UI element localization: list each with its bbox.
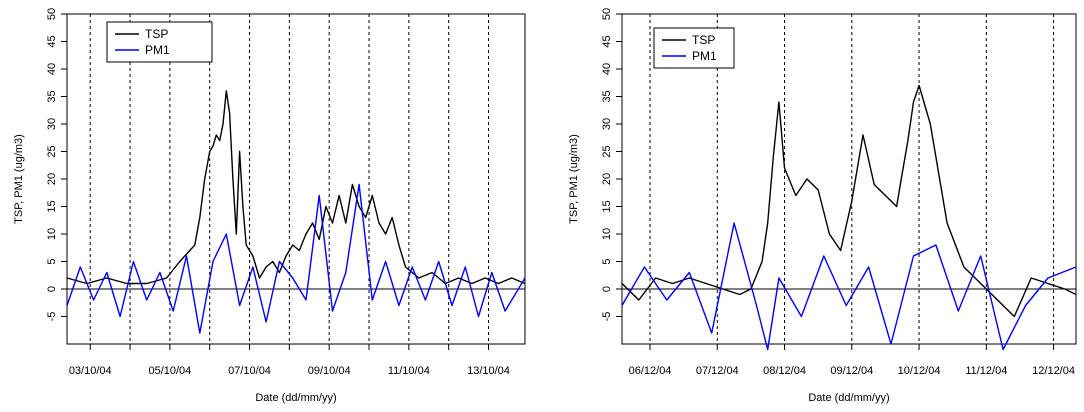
y-tick-label: 40: [601, 63, 613, 75]
legend-label: TSP: [145, 27, 168, 41]
y-tick-label: 30: [601, 118, 613, 130]
x-tick-label: 09/12/04: [830, 365, 873, 377]
x-tick-label: 10/12/04: [898, 365, 941, 377]
x-tick-label: 07/10/04: [228, 365, 271, 377]
y-tick-label: -5: [46, 312, 58, 322]
y-tick-label: 5: [46, 258, 58, 264]
legend-label: PM1: [692, 49, 717, 63]
y-tick-label: 50: [601, 8, 613, 20]
y-tick-label: 20: [46, 173, 58, 185]
series-line-tsp: [66, 90, 526, 285]
x-tick-label: 11/12/04: [965, 365, 1007, 377]
y-tick-label: 0: [46, 286, 58, 292]
y-tick-label: 35: [601, 90, 613, 102]
x-axis-title: Date (dd/mm/yy): [255, 392, 336, 404]
x-tick-label: 12/12/04: [1032, 365, 1075, 377]
legend-label: PM1: [145, 43, 170, 57]
y-tick-label: 50: [46, 8, 58, 20]
y-tick-label: 45: [46, 35, 58, 47]
legend-box: [106, 21, 213, 63]
x-tick-label: 11/10/04: [388, 365, 430, 377]
chart-panel-left: 03/10/04 05/10/04 07/10/04 09/10/04 11/10/04…: [13, 8, 526, 404]
y-tick-label: 25: [601, 145, 613, 157]
y-tick-label: 20: [601, 173, 613, 185]
y-tick-label: 0: [601, 286, 613, 292]
x-tick-label: 13/10/04: [467, 365, 510, 377]
x-tick-label: 03/10/04: [69, 365, 112, 377]
y-tick-label: 10: [46, 228, 58, 240]
y-tick-label: 15: [601, 200, 613, 212]
x-tick-label: 07/12/04: [696, 365, 739, 377]
x-axis-title: Date (dd/mm/yy): [808, 392, 889, 404]
chart-panel-right: 06/12/04 07/12/04 08/12/04 09/12/04 10/12/04…: [568, 8, 1077, 404]
series-line-pm1: [66, 183, 526, 334]
y-tick-label: 25: [46, 145, 58, 157]
y-tick-label: 45: [601, 35, 613, 47]
y-tick-label: 40: [46, 63, 58, 75]
series-line-pm1: [621, 222, 1077, 351]
x-tick-label: 05/10/04: [148, 365, 191, 377]
y-axis-title: TSP, PM1 (ug/m3): [568, 134, 580, 224]
y-tick-label: 5: [601, 258, 613, 264]
y-tick-label: 30: [46, 118, 58, 130]
y-tick-label: 10: [601, 228, 613, 240]
y-tick-label: -5: [601, 312, 613, 322]
x-tick-label: 06/12/04: [629, 365, 672, 377]
y-tick-label: 35: [46, 90, 58, 102]
legend-box: [653, 27, 735, 69]
x-tick-label: 09/10/04: [308, 365, 351, 377]
x-tick-label: 08/12/04: [763, 365, 806, 377]
series-line-tsp: [621, 84, 1077, 318]
y-axis-title: TSP, PM1 (ug/m3): [13, 134, 25, 224]
legend-label: TSP: [692, 33, 715, 47]
y-tick-label: 15: [46, 200, 58, 212]
